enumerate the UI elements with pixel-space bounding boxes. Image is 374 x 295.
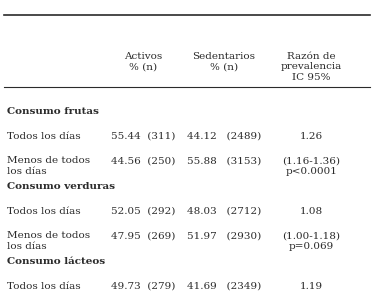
Text: 44.56  (250): 44.56 (250) xyxy=(111,156,175,165)
Text: Consumo frutas: Consumo frutas xyxy=(7,107,99,116)
Text: 1.26: 1.26 xyxy=(300,132,323,141)
Text: (1.00-1.18)
p=0.069: (1.00-1.18) p=0.069 xyxy=(283,231,341,251)
Text: Todos los días: Todos los días xyxy=(7,207,81,216)
Text: 1.08: 1.08 xyxy=(300,207,323,216)
Text: Activos
% (n): Activos % (n) xyxy=(124,52,162,71)
Text: Consumo verduras: Consumo verduras xyxy=(7,182,116,191)
Text: Menos de todos
los días: Menos de todos los días xyxy=(7,231,91,251)
Text: 41.69   (2349): 41.69 (2349) xyxy=(187,282,261,291)
Text: 48.03   (2712): 48.03 (2712) xyxy=(187,207,261,216)
Text: 55.88   (3153): 55.88 (3153) xyxy=(187,156,261,165)
Text: 52.05  (292): 52.05 (292) xyxy=(111,207,175,216)
Text: Sedentarios
% (n): Sedentarios % (n) xyxy=(192,52,255,71)
Text: 55.44  (311): 55.44 (311) xyxy=(111,132,175,141)
Text: 49.73  (279): 49.73 (279) xyxy=(111,282,175,291)
Text: Razón de
prevalencia
IC 95%: Razón de prevalencia IC 95% xyxy=(281,52,342,82)
Text: Todos los días: Todos los días xyxy=(7,132,81,141)
Text: 1.19: 1.19 xyxy=(300,282,323,291)
Text: Todos los días: Todos los días xyxy=(7,282,81,291)
Text: (1.16-1.36)
p<0.0001: (1.16-1.36) p<0.0001 xyxy=(283,156,341,176)
Text: Menos de todos
los días: Menos de todos los días xyxy=(7,156,91,176)
Text: Consumo lácteos: Consumo lácteos xyxy=(7,257,105,266)
Text: 44.12   (2489): 44.12 (2489) xyxy=(187,132,261,141)
Text: 51.97   (2930): 51.97 (2930) xyxy=(187,231,261,240)
Text: 47.95  (269): 47.95 (269) xyxy=(111,231,175,240)
